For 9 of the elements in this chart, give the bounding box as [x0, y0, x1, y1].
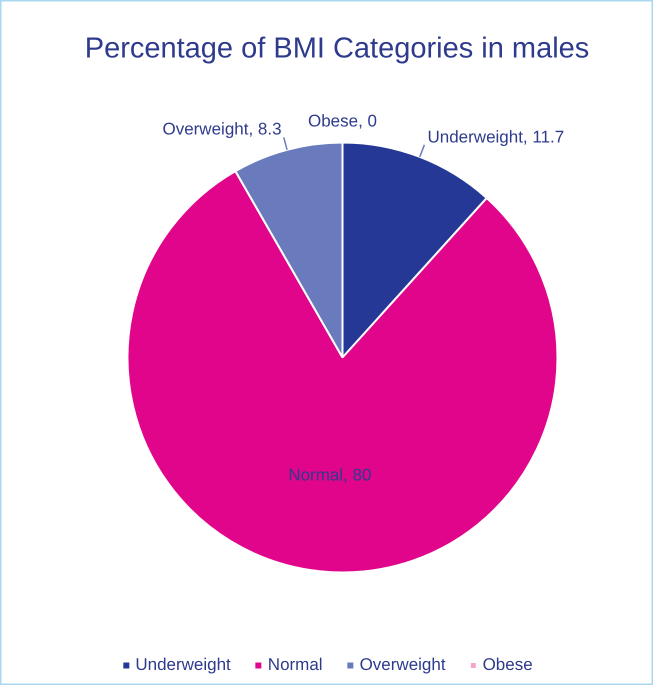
legend-label: Normal — [268, 655, 323, 675]
text: Obese, 0 — [308, 112, 378, 130]
legend-label: Overweight — [360, 655, 446, 675]
legend-label: Obese — [482, 655, 533, 675]
chart-title: Percentage of BMI Categories in males — [84, 32, 590, 64]
data-label: Normal, 80 — [288, 466, 372, 485]
data-label: Underweight, 11.7 — [427, 127, 564, 146]
legend-label: Underweight — [135, 655, 231, 675]
data-label: Overweight, 8.3 — [162, 119, 282, 138]
